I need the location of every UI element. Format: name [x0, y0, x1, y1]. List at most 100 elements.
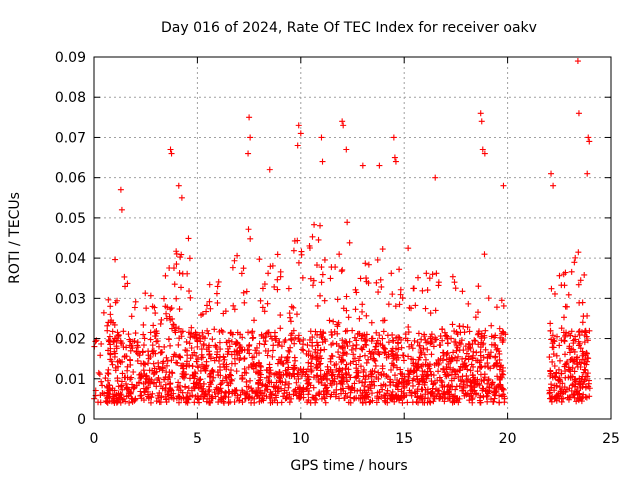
data-point — [177, 387, 184, 394]
data-point — [184, 389, 191, 396]
data-point — [389, 291, 396, 298]
data-point — [256, 340, 263, 347]
data-point — [422, 305, 429, 312]
data-point — [213, 384, 220, 391]
data-point — [99, 382, 106, 389]
data-point — [223, 375, 230, 382]
data-point — [156, 389, 163, 396]
data-point — [183, 395, 190, 402]
data-point — [465, 340, 472, 347]
ticks-layer: 0 0.01 0.02 0.03 0.04 0.05 0.06 0.07 0.08 0.09 0 5 1… — [55, 50, 620, 447]
data-point — [369, 390, 376, 397]
data-point — [201, 391, 208, 398]
data-point — [469, 371, 476, 378]
data-point — [267, 399, 274, 406]
data-point — [430, 381, 437, 388]
data-point — [449, 273, 456, 280]
data-point — [319, 271, 326, 278]
data-point — [239, 399, 246, 406]
data-point — [145, 360, 152, 367]
data-point — [313, 262, 320, 269]
data-point — [312, 354, 319, 361]
data-point — [321, 371, 328, 378]
data-point — [371, 346, 378, 353]
data-point — [104, 370, 111, 377]
data-point — [439, 349, 446, 356]
data-point — [583, 361, 590, 368]
data-point — [321, 256, 328, 263]
data-point — [347, 394, 354, 401]
data-point — [111, 387, 118, 394]
data-point — [373, 329, 380, 336]
data-point — [191, 333, 198, 340]
data-point — [418, 386, 425, 393]
data-point — [299, 341, 306, 348]
data-point — [375, 289, 382, 296]
data-point — [471, 376, 478, 383]
data-point — [215, 278, 222, 285]
data-point — [398, 371, 405, 378]
data-point — [331, 362, 338, 369]
data-point — [226, 343, 233, 350]
data-point — [242, 395, 249, 402]
data-point — [499, 368, 506, 375]
y-tick-label: 0.09 — [55, 50, 86, 66]
data-point — [259, 304, 266, 311]
data-point — [186, 362, 193, 369]
data-point — [97, 352, 104, 359]
data-point — [452, 285, 459, 292]
data-point — [423, 270, 430, 277]
data-point — [568, 268, 575, 275]
data-point — [468, 390, 475, 397]
data-point — [354, 387, 361, 394]
data-point — [92, 338, 99, 345]
data-point — [350, 351, 357, 358]
data-point — [391, 154, 398, 161]
data-point — [120, 328, 127, 335]
data-point — [331, 375, 338, 382]
data-point — [477, 352, 484, 359]
data-point — [579, 348, 586, 355]
data-point — [436, 374, 443, 381]
data-point — [133, 349, 140, 356]
data-point — [316, 361, 323, 368]
data-point — [179, 373, 186, 380]
data-point — [447, 364, 454, 371]
data-point — [498, 374, 505, 381]
data-point — [234, 329, 241, 336]
data-point — [352, 306, 359, 313]
data-point — [460, 323, 467, 330]
data-point — [265, 270, 272, 277]
data-point — [384, 373, 391, 380]
data-point — [196, 332, 203, 339]
data-point — [581, 271, 588, 278]
data-point — [291, 354, 298, 361]
data-point — [584, 370, 591, 377]
x-tick-label: 5 — [193, 431, 202, 447]
data-point — [460, 379, 467, 386]
data-point — [163, 310, 170, 317]
data-point — [225, 399, 232, 406]
data-point — [135, 379, 142, 386]
data-point — [340, 350, 347, 357]
data-point — [394, 352, 401, 359]
data-point — [440, 390, 447, 397]
data-point — [472, 314, 479, 321]
data-point — [481, 371, 488, 378]
data-point — [341, 395, 348, 402]
data-point — [490, 399, 497, 406]
data-point — [329, 340, 336, 347]
data-point — [484, 360, 491, 367]
data-point — [122, 380, 129, 387]
data-point — [483, 393, 490, 400]
data-point — [236, 356, 243, 363]
data-point — [548, 395, 555, 402]
data-point — [215, 399, 222, 406]
data-point — [359, 379, 366, 386]
data-point — [378, 283, 385, 290]
data-point — [166, 313, 173, 320]
data-point — [255, 380, 262, 387]
data-point — [571, 259, 578, 266]
data-point — [207, 379, 214, 386]
data-point — [372, 362, 379, 369]
